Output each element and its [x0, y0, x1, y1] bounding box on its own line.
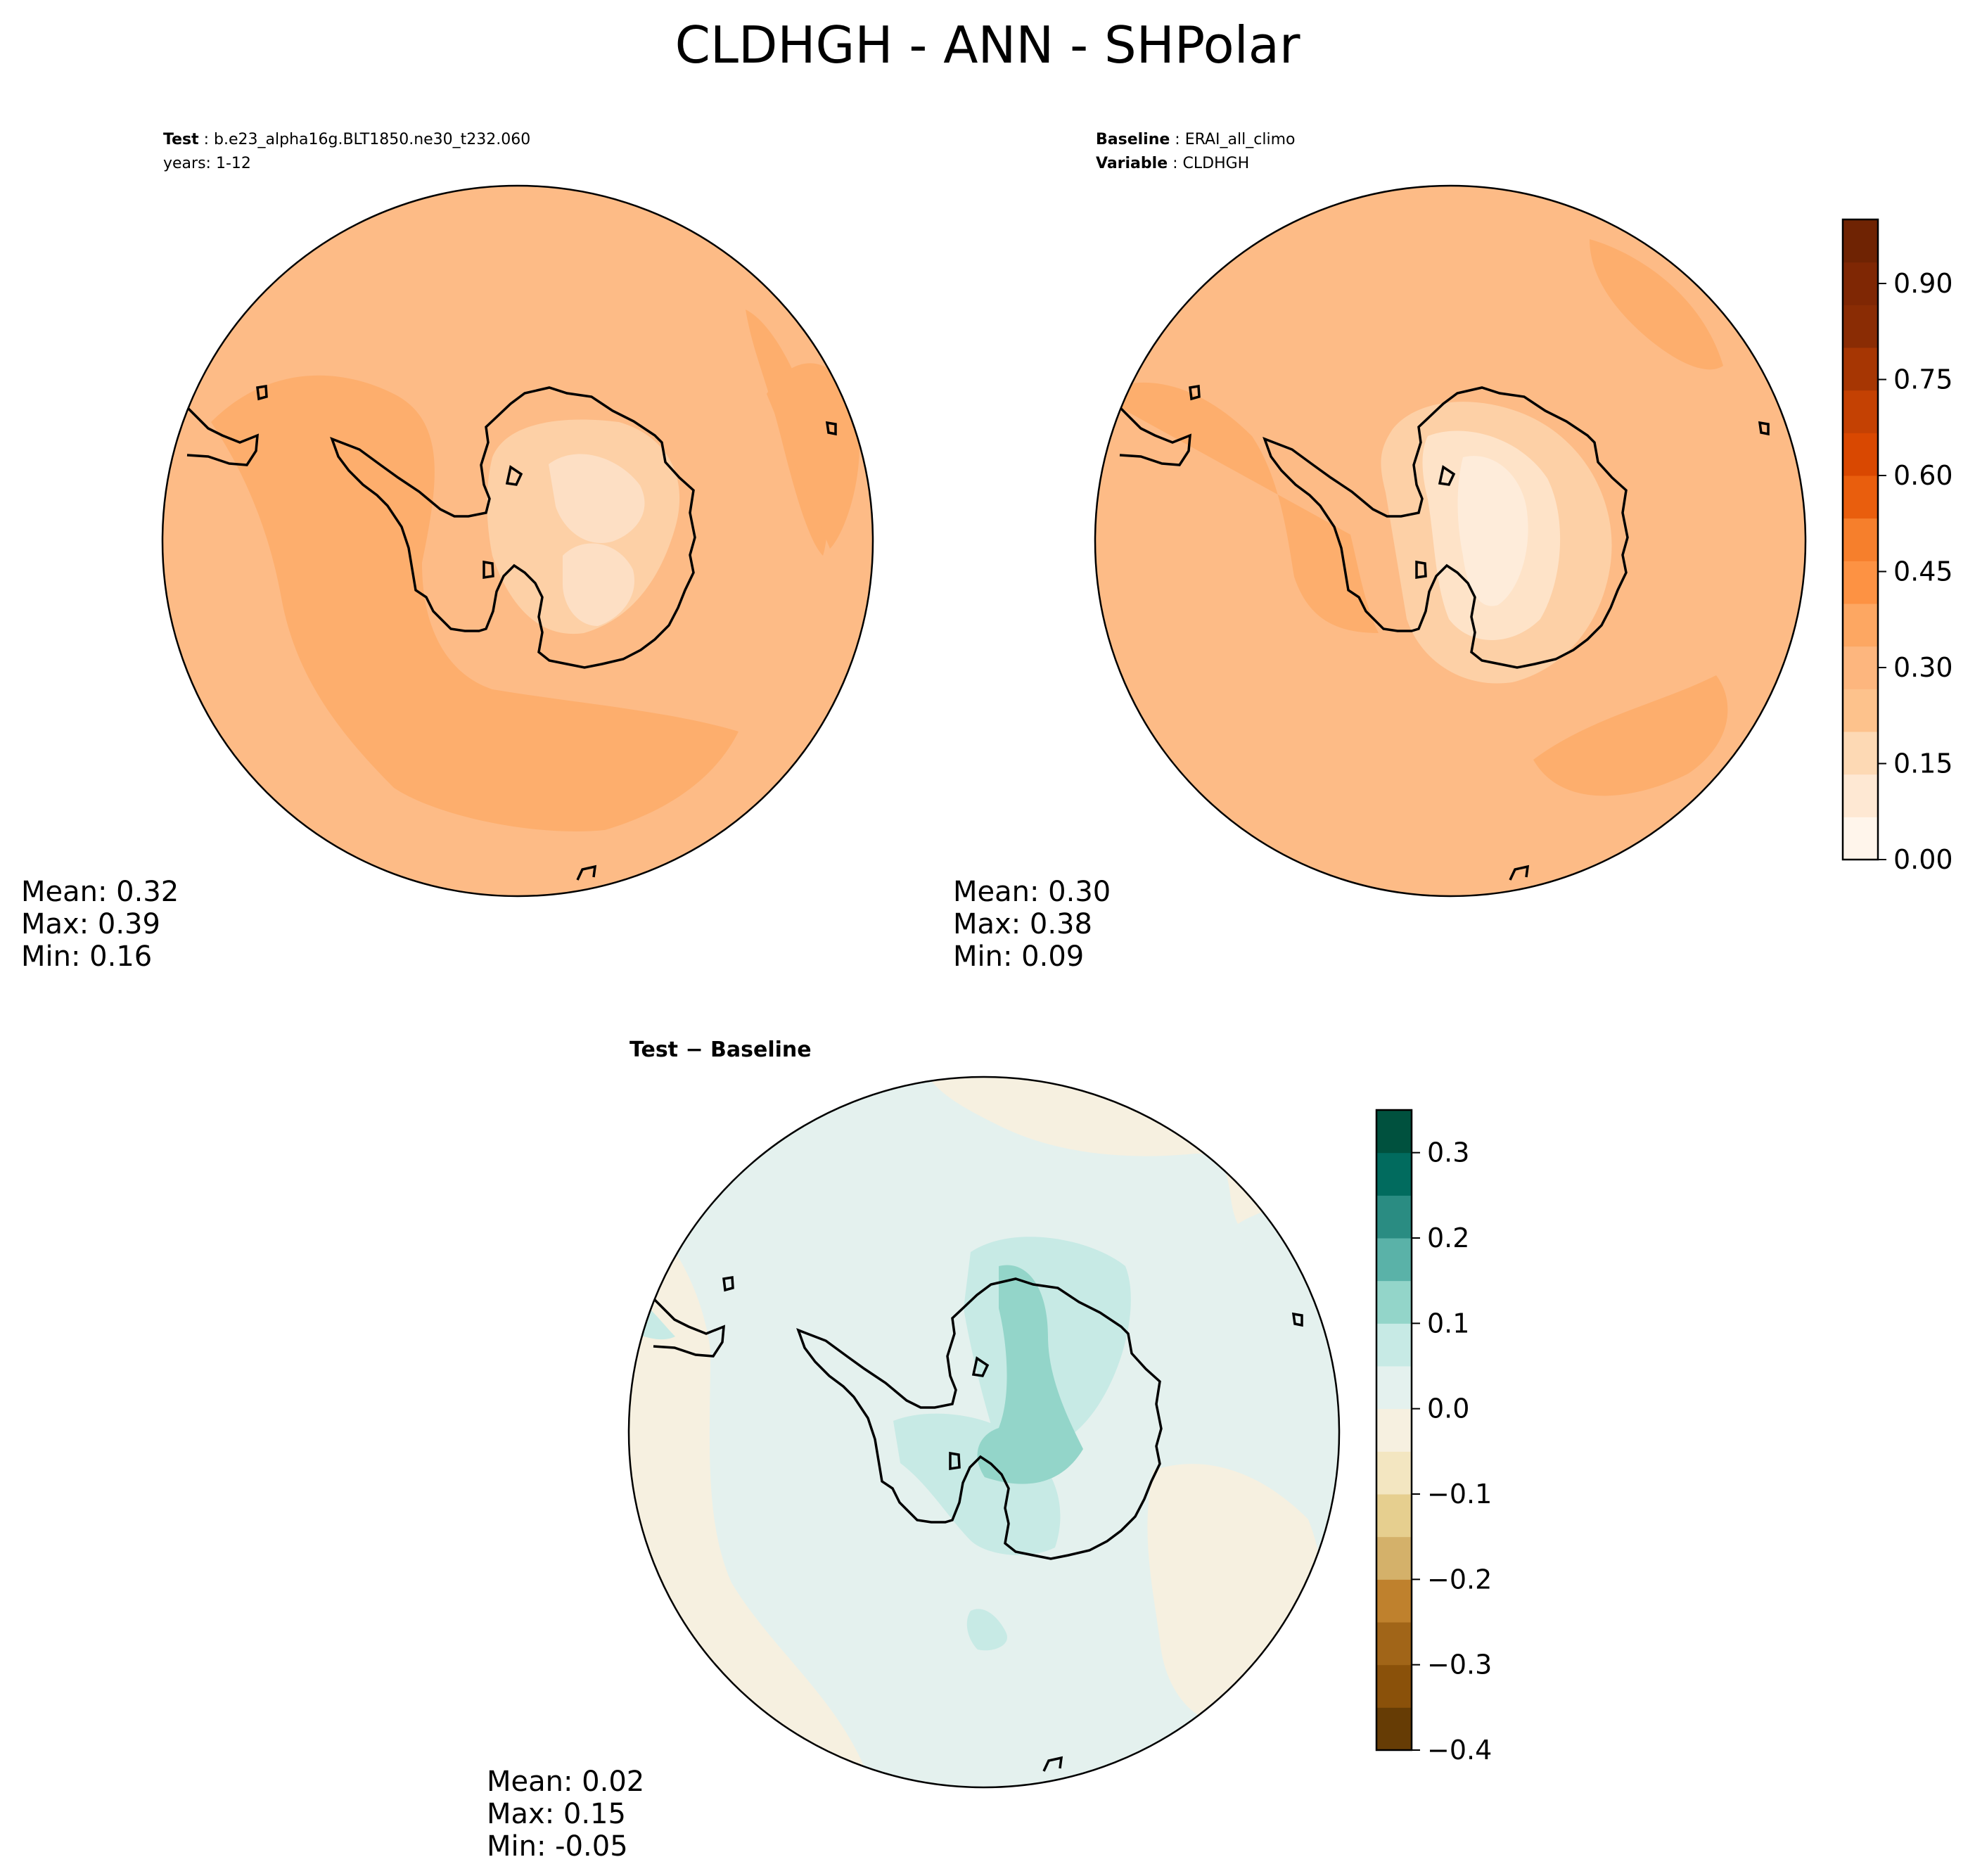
colorbar-segment: [1843, 433, 1878, 476]
colorbar-segment: [1843, 689, 1878, 732]
colorbar-tick-label: −0.2: [1427, 1564, 1492, 1595]
colorbar-segment: [1376, 1366, 1412, 1410]
colorbar-segment: [1376, 1622, 1412, 1666]
colorbar-segment: [1843, 817, 1878, 860]
test-map: [161, 184, 874, 898]
colorbar-tick-label: −0.3: [1427, 1650, 1492, 1680]
baseline-mean: Mean: 0.30: [953, 876, 1111, 908]
baseline-min: Min: 0.09: [953, 940, 1085, 973]
colorbar-segment: [1843, 518, 1878, 561]
colorbar-tick-label: 0.90: [1893, 268, 1953, 299]
colorbar-segment: [1843, 390, 1878, 433]
test-contour-fill: [162, 186, 873, 896]
colorbar-segment: [1376, 1408, 1412, 1452]
colorbar-segment: [1376, 1152, 1412, 1196]
colorbar-segment: [1376, 1110, 1412, 1154]
colorbar-tick-label: −0.1: [1427, 1479, 1492, 1510]
baseline-max: Max: 0.38: [953, 908, 1092, 940]
colorbar-segment: [1843, 732, 1878, 775]
colorbar-segment: [1843, 646, 1878, 689]
colorbar-tick-label: 0.0: [1427, 1393, 1469, 1424]
diff-max: Max: 0.15: [487, 1798, 626, 1830]
colorbar-segment: [1376, 1494, 1412, 1538]
colorbar-tick-label: 0.30: [1893, 652, 1953, 683]
colorbar-tick-label: 0.60: [1893, 460, 1953, 491]
test-min: Min: 0.16: [21, 940, 153, 973]
colorbar-segment: [1376, 1280, 1412, 1324]
colorbar-tick-label: 0.75: [1893, 364, 1953, 395]
diff-stats: Mean: 0.02 Max: 0.15 Min: -0.05: [487, 1766, 644, 1863]
diff-mean: Mean: 0.02: [487, 1766, 645, 1798]
baseline-meta: Baseline : ERAI_all_climo Variable : CLD…: [1096, 131, 1296, 172]
test-max: Max: 0.39: [21, 908, 160, 940]
colorbar-segment: [1376, 1238, 1412, 1282]
test-mean: Mean: 0.32: [21, 876, 179, 908]
colorbar-segment: [1376, 1579, 1412, 1623]
baseline-case: ERAI_all_climo: [1184, 131, 1296, 148]
test-years: years: 1-12: [163, 155, 251, 172]
test-case: b.e23_alpha16g.BLT1850.ne30_t232.060: [214, 131, 531, 148]
test-stats: Mean: 0.32 Max: 0.39 Min: 0.16: [21, 876, 179, 973]
colorbar-segment: [1376, 1536, 1412, 1580]
colorbar-tick-label: 0.15: [1893, 748, 1953, 779]
colorbar-tick-label: 0.3: [1427, 1137, 1469, 1168]
colorbar-segment: [1843, 774, 1878, 817]
colorbar-segment: [1843, 305, 1878, 348]
colorbar-frame: [1841, 218, 1879, 861]
test-meta: Test : b.e23_alpha16g.BLT1850.ne30_t232.…: [163, 128, 530, 176]
diff-map: [627, 1076, 1341, 1789]
colorbar-segment: [1376, 1707, 1412, 1751]
colorbar-segment: [1376, 1195, 1412, 1239]
colorbar-tick-label: 0.45: [1893, 556, 1953, 587]
colorbar-tick-label: 0.00: [1893, 844, 1953, 875]
test-label: Test: [163, 131, 199, 148]
colorbar-segment: [1376, 1664, 1412, 1708]
baseline-label: Baseline: [1096, 131, 1170, 148]
colorbar-segment: [1843, 219, 1878, 263]
colorbar-frame: [1375, 1109, 1413, 1751]
colorbar-segment: [1843, 262, 1878, 305]
baseline-variable: CLDHGH: [1182, 155, 1250, 172]
colorbar-segment: [1843, 604, 1878, 647]
colorbar-tick-label: 0.2: [1427, 1223, 1469, 1253]
colorbar-segment: [1843, 476, 1878, 519]
baseline-stats: Mean: 0.30 Max: 0.38 Min: 0.09: [953, 876, 1111, 973]
main-colorbar: 0.00 0.15 0.30 0.45 0.60 0.75 0.90: [1841, 218, 1953, 875]
baseline-contour-fill: [1095, 186, 1805, 896]
diff-contour-fill: [629, 1077, 1339, 1787]
page-title: CLDHGH - ANN - SHPolar: [675, 15, 1300, 75]
colorbar-tick-label: 0.1: [1427, 1308, 1469, 1339]
colorbar-segment: [1843, 347, 1878, 391]
colorbar-segment: [1843, 561, 1878, 604]
colorbar-segment: [1376, 1451, 1412, 1495]
colorbar-tick-label: −0.4: [1427, 1735, 1492, 1766]
diff-min: Min: -0.05: [487, 1830, 628, 1863]
colorbar-segment: [1376, 1323, 1412, 1367]
diff-colorbar: −0.4 −0.3 −0.2 −0.1 0.0 0.1 0.2 0.3: [1375, 1109, 1492, 1766]
variable-label: Variable: [1096, 155, 1168, 172]
diff-title: Test − Baseline: [629, 1038, 812, 1062]
baseline-map: [1094, 184, 1807, 898]
